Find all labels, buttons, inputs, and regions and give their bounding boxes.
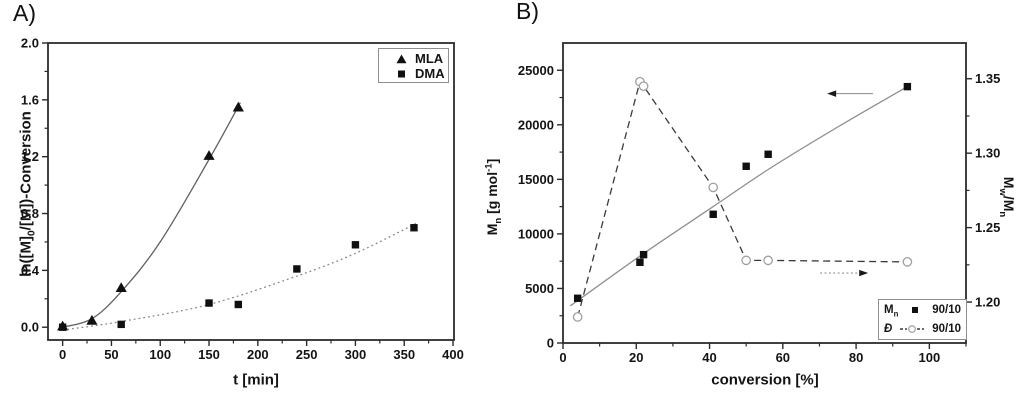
y-tick-label: 2.0 [21,36,39,51]
y2-tick-label: 1.30 [975,146,1000,161]
y-tick-label: 1.6 [21,92,39,107]
series-mn-90-10 [569,82,912,307]
x-tick-label: 40 [702,350,716,365]
panel-b-x-axis-label: conversion [%] [711,371,819,389]
legend-row-dma: DMA [379,66,448,81]
panel-b-label: B) [516,0,539,24]
legend-label-mn: 90/10 [932,303,961,316]
legend-label-dispersity: 90/10 [932,322,961,335]
right-axis-arrow-head [859,269,869,277]
x-tick-label: 150 [198,347,220,362]
series-line [62,222,417,331]
legend-label-mla: MLA [415,51,444,66]
open-circle-point [741,255,752,266]
triangle-point [232,101,244,112]
square-point [636,258,644,266]
square-point [205,299,213,307]
x-tick-label: 200 [247,347,269,362]
x-tick-label: 100 [919,350,941,365]
panel-a-y-axis-label: ln([M]0/[M])-Conversion [17,111,38,277]
panel-b-legend: Mn 90/10 Đ 90/10 [878,299,967,340]
square-point [573,294,582,302]
x-tick-label: 50 [104,347,118,362]
square-marker-icon [396,69,407,79]
square-point [903,82,912,91]
legend-series-dispersity: Đ [884,322,893,335]
y-tick-label: 25000 [518,63,554,78]
x-tick-label: 300 [345,347,367,362]
panel-a-legend: MLA DMA [378,48,449,83]
square-point [742,162,750,170]
series-line [62,102,241,328]
open-circle-point [902,257,913,267]
y-tick-label: 1.2 [21,149,39,164]
y2-tick-label: 1.20 [975,295,1000,310]
triangle-point [203,150,215,160]
triangle-marker-icon [396,54,407,64]
series--90-10 [572,76,913,322]
y-tick-label: 0.8 [21,206,39,221]
y2-tick-label: 1.35 [975,71,1000,86]
y-tick-label: 0 [547,336,554,351]
square-point [117,320,125,329]
panel-b-left-y-axis-label: Mn [g mol-1] [483,158,504,236]
triangle-point [86,314,98,325]
x-tick-label: 60 [776,350,790,365]
legend-row-mla: MLA [379,51,448,66]
square-point [639,250,648,259]
y-tick-label: 0.0 [21,320,39,335]
legend-label-dma: DMA [415,66,445,81]
square-point [764,150,772,158]
square-point [410,224,418,232]
square-point [293,265,301,273]
panel-a-label: A) [13,0,36,26]
y-tick-label: 15000 [518,172,554,187]
series-dma [58,222,418,331]
x-tick-label: 400 [442,347,464,362]
legend-series-mn: Mn [884,303,899,318]
panel-B: 0 20 40 60 80 100 0 5000 10000 15000 20000 25000 1.2… [518,42,1000,365]
x-tick-label: 0 [559,350,566,365]
square-marker-icon [911,306,919,314]
legend-row-dispersity: Đ 90/10 [879,319,966,338]
square-point [58,323,67,331]
x-tick-label: 250 [296,347,318,362]
square-point [351,241,360,249]
y2-tick-label: 1.25 [975,220,1000,235]
panel-A: 0 50 100 150 200 250 300 350 400 0.0 0.4 0.8 1.2 1.6 2… [21,36,464,363]
open-circle-point [763,255,774,266]
square-point [709,210,717,218]
open-circle-point [708,182,719,193]
panel-a-x-axis-label: t [min] [233,371,279,389]
triangle-point [115,282,127,293]
square-point [234,300,243,309]
x-tick-label: 80 [849,350,863,365]
left-axis-arrow-head [827,90,837,97]
series-line [569,86,908,307]
legend-row-mn: Mn 90/10 [879,300,966,319]
plot-frame [47,42,455,341]
series-mla [57,101,244,331]
x-tick-label: 100 [149,347,171,362]
y-tick-label: 0.4 [21,263,40,278]
circle-dash-marker-icon [900,324,925,334]
x-tick-label: 0 [59,347,66,362]
x-tick-label: 350 [393,347,415,362]
open-circle-point [572,312,583,322]
plot-frame [562,42,967,344]
y-tick-label: 5000 [525,281,554,296]
x-tick-label: 20 [629,350,643,365]
series-line [577,80,908,318]
open-circle-point [638,81,649,92]
y-tick-label: 10000 [518,226,554,241]
panel-b-right-y-axis-label: Mw/Mn [997,176,1017,218]
y-tick-label: 20000 [518,117,554,132]
